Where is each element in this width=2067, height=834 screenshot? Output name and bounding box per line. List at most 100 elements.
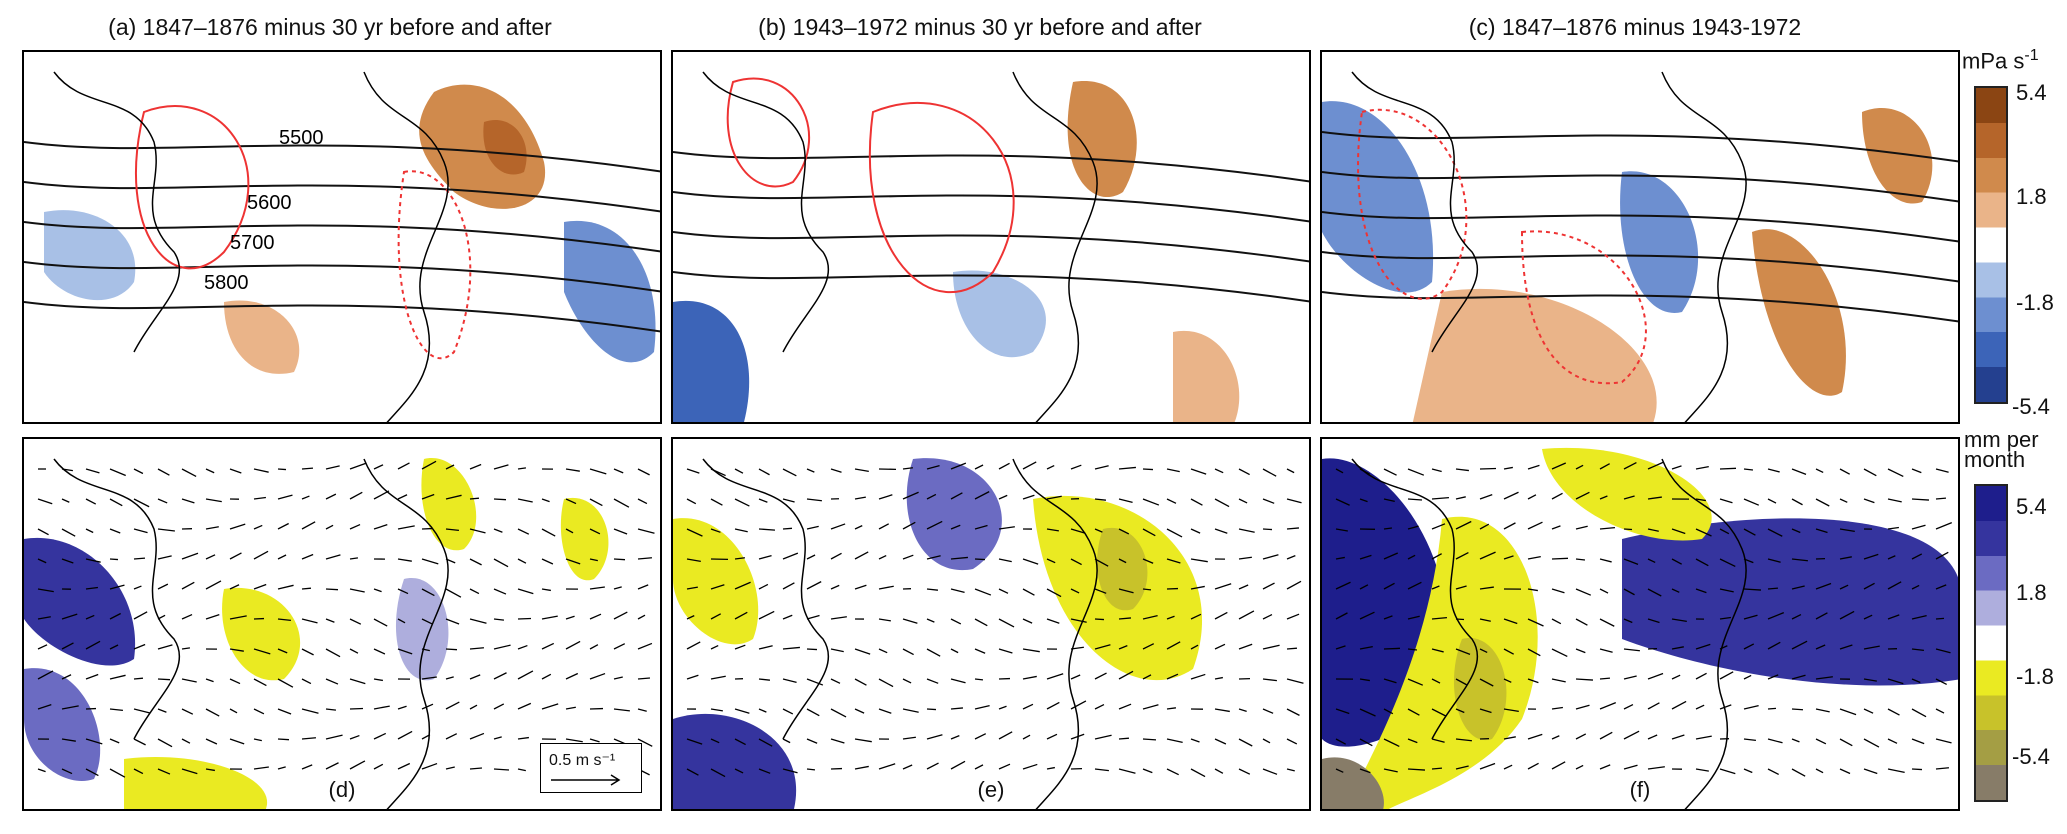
wind-vector: [1791, 558, 1808, 562]
height-contour: [1322, 131, 1958, 163]
wind-vector: [397, 762, 411, 770]
wind-vector: [349, 760, 366, 770]
coastline: [1351, 458, 1479, 740]
wind-vector: [1671, 734, 1685, 740]
wind-vector: [1070, 700, 1087, 710]
coastline: [363, 458, 449, 809]
wind-vector: [445, 676, 454, 680]
wind-vector: [37, 644, 48, 650]
wind-vector: [397, 525, 415, 530]
wind-vector: [1214, 768, 1224, 774]
wind-vector: [469, 528, 486, 534]
wind-vector: [445, 558, 456, 564]
wind-vector: [37, 498, 53, 505]
wind-vector: [133, 498, 150, 508]
wind-vector: [1623, 461, 1637, 470]
omega-positive-area: [1752, 229, 1846, 396]
wind-vector: [1070, 528, 1086, 534]
wind-vector: [974, 491, 990, 500]
wind-vector: [1190, 644, 1199, 650]
wind-vector: [758, 498, 768, 503]
anomaly-contour: [134, 105, 250, 270]
wind-vector: [349, 523, 361, 530]
omega-negative-area: [953, 270, 1046, 358]
wind-vector: [806, 708, 820, 717]
wind-vector: [1214, 708, 1230, 713]
panel-e-map: [673, 458, 1304, 809]
wind-vector: [998, 494, 1008, 500]
wind-vector: [710, 675, 726, 680]
wind-vector: [1455, 468, 1469, 472]
wind-vector: [205, 468, 215, 474]
wind-vector: [61, 738, 76, 742]
wind-vector: [1286, 647, 1298, 650]
precip-negative-area: [1542, 447, 1712, 541]
wind-vector: [613, 528, 628, 535]
wind-vector: [1695, 643, 1711, 650]
wind-vector: [902, 491, 919, 500]
wind-vector: [133, 738, 146, 746]
wind-vector: [1383, 552, 1399, 560]
wind-vector: [926, 588, 939, 591]
wind-vector: [782, 678, 797, 684]
wind-vector: [589, 672, 606, 680]
wind-vector: [758, 528, 776, 531]
wind-vector: [1359, 645, 1373, 650]
wind-vector: [445, 648, 458, 651]
wind-vector: [253, 468, 269, 473]
wind-vector: [541, 703, 559, 710]
wind-vector: [589, 644, 599, 650]
wind-vector: [1911, 708, 1927, 718]
wind-vector: [1839, 528, 1855, 533]
wind-vector: [686, 498, 697, 505]
wind-vector: [1118, 617, 1132, 620]
wind-vector: [1671, 465, 1682, 470]
wind-vector: [1070, 674, 1081, 680]
anomaly-contour: [1357, 108, 1468, 300]
wind-vector: [1383, 615, 1393, 620]
wind-vector: [1647, 528, 1659, 532]
wind-vector: [1262, 768, 1278, 775]
wind-vector: [133, 528, 148, 534]
wind-vector: [1623, 648, 1640, 652]
wind-vector: [85, 468, 100, 474]
wind-vector: [1407, 738, 1418, 744]
wind-vector: [517, 702, 532, 710]
omega-positive-area: [1067, 81, 1137, 198]
wind-vector: [1887, 581, 1902, 590]
wind-vector: [1407, 498, 1423, 501]
wind-vector: [277, 554, 287, 560]
wind-vector: [1551, 462, 1567, 470]
wind-vector: [1815, 468, 1824, 474]
wind-vector: [782, 552, 799, 560]
wind-vector: [1238, 468, 1250, 476]
anomaly-contour: [726, 77, 811, 188]
wind-vector: [1863, 708, 1874, 714]
wind-vector: [1094, 672, 1107, 680]
wind-vector: [1743, 674, 1752, 680]
wind-vector: [1623, 764, 1638, 770]
wind-vector: [1791, 585, 1805, 590]
wind-vector: [301, 678, 312, 685]
wind-vector: [541, 642, 555, 650]
wind-vector: [1118, 558, 1127, 564]
wind-vector: [1815, 498, 1830, 507]
wind-vector: [1575, 588, 1592, 596]
wind-vector: [758, 645, 773, 650]
wind-vector: [277, 648, 288, 654]
wind-vector: [1551, 735, 1560, 740]
wind-vector: [998, 705, 1007, 710]
wind-vector: [686, 528, 703, 537]
wind-vector: [253, 738, 262, 742]
wind-vector: [1335, 738, 1346, 745]
coastline: [53, 71, 181, 353]
wind-vector: [1791, 613, 1802, 620]
wind-vector: [1911, 468, 1922, 474]
wind-vector: [1407, 525, 1419, 530]
wind-vector: [1118, 703, 1132, 710]
wind-vector: [686, 586, 698, 590]
wind-vector: [1190, 673, 1206, 680]
wind-vector: [325, 678, 339, 685]
wind-vector: [902, 618, 918, 624]
wind-vector: [1935, 617, 1945, 620]
